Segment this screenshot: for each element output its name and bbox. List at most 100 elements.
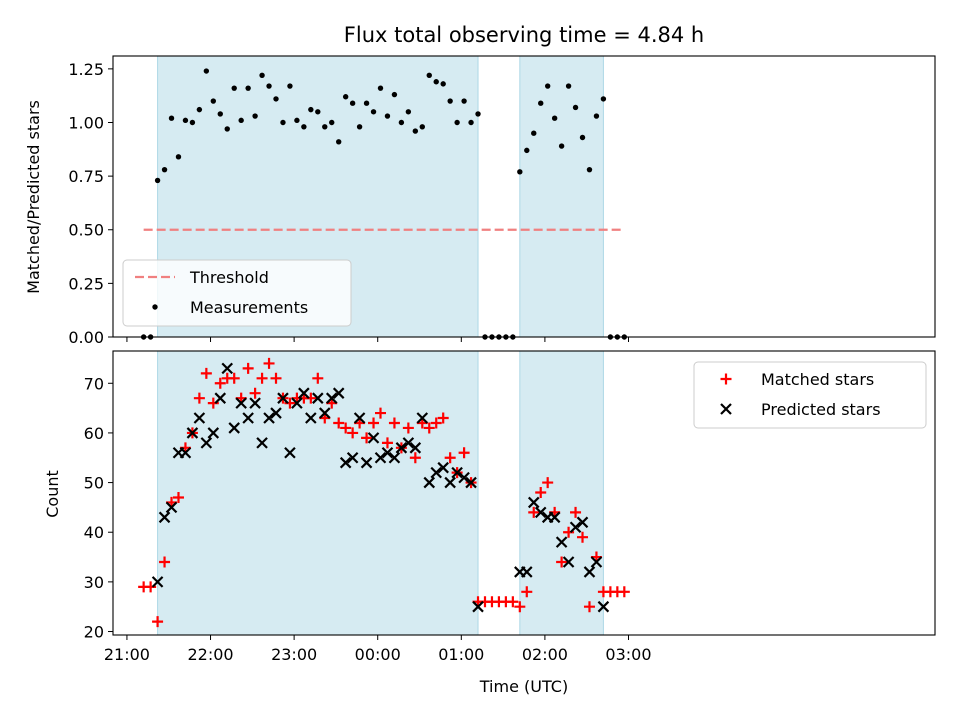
y-tick-label: 1.25 bbox=[68, 60, 104, 79]
x-tick-label: 03:00 bbox=[605, 645, 651, 664]
measurement-point bbox=[370, 109, 377, 115]
predicted-star-point bbox=[388, 451, 401, 464]
shaded-interval bbox=[519, 350, 604, 636]
measurement-point bbox=[273, 96, 279, 102]
y-tick-label: 0.50 bbox=[68, 221, 104, 240]
measurement-point bbox=[461, 98, 467, 104]
matched-star-point bbox=[312, 372, 324, 384]
predicted-star-point bbox=[562, 556, 575, 568]
y-tick-label: 0.00 bbox=[68, 328, 104, 347]
matched-star-point bbox=[388, 417, 400, 429]
measurement-point bbox=[377, 85, 384, 91]
measurement-point bbox=[224, 126, 230, 132]
measurement-point bbox=[161, 166, 168, 173]
predicted-star-point bbox=[263, 412, 275, 424]
predicted-star-point bbox=[472, 600, 484, 613]
legend-box bbox=[693, 361, 927, 429]
plot-frame bbox=[112, 55, 936, 338]
legend-box bbox=[122, 259, 352, 327]
matched-star-point bbox=[159, 556, 171, 568]
measurement-point bbox=[336, 139, 342, 145]
measurement-point bbox=[517, 169, 523, 175]
measurement-point bbox=[538, 100, 544, 106]
predicted-star-point bbox=[555, 536, 568, 548]
predicted-star-point bbox=[325, 392, 338, 404]
matched-star-point bbox=[535, 487, 547, 499]
measurement-point bbox=[287, 83, 293, 89]
measurement-point bbox=[433, 79, 439, 85]
predicted-star-point bbox=[590, 556, 603, 568]
predicted-star-point bbox=[583, 566, 596, 578]
matched-star-point bbox=[263, 357, 275, 369]
measurement-point bbox=[558, 143, 565, 149]
matched-star-point bbox=[563, 526, 575, 538]
y-tick-label: 50 bbox=[84, 474, 104, 493]
measurement-point bbox=[579, 134, 586, 141]
measurement-point bbox=[196, 106, 203, 113]
predicted-star-point bbox=[165, 501, 178, 514]
predicted-star-point bbox=[597, 600, 610, 613]
matched-star-point bbox=[444, 452, 456, 464]
predicted-star-point bbox=[214, 392, 227, 404]
matched-star-point bbox=[361, 432, 373, 444]
measurement-point bbox=[189, 119, 196, 126]
predicted-star-point bbox=[193, 412, 206, 424]
measurement-point bbox=[419, 124, 425, 130]
top-y-axis-label: Matched/Predicted stars bbox=[24, 100, 43, 294]
matched-star-point bbox=[333, 417, 345, 429]
measurement-point bbox=[405, 109, 412, 115]
measurement-point bbox=[565, 83, 572, 89]
matched-star-point bbox=[193, 392, 205, 404]
matched-star-point bbox=[340, 422, 352, 434]
legend-x-swatch bbox=[720, 403, 732, 415]
predicted-star-point bbox=[527, 496, 540, 509]
measurement-point bbox=[203, 68, 210, 74]
measurement-point bbox=[238, 117, 244, 124]
measurement-point bbox=[154, 177, 161, 184]
measurement-point bbox=[593, 113, 600, 119]
measurement-point bbox=[322, 124, 328, 130]
measurement-point bbox=[440, 81, 446, 87]
matched-star-point bbox=[249, 387, 261, 399]
predicted-star-point bbox=[458, 471, 470, 484]
x-tick-label: 22:00 bbox=[187, 645, 233, 664]
matched-star-point bbox=[381, 437, 393, 449]
measurement-point bbox=[168, 115, 175, 121]
matched-star-point bbox=[423, 422, 435, 434]
measurement-point bbox=[531, 130, 537, 136]
measurement-point bbox=[391, 91, 398, 98]
y-tick-label: 30 bbox=[84, 573, 104, 592]
matched-star-point bbox=[305, 392, 317, 404]
matched-star-point bbox=[402, 422, 414, 434]
predicted-star-point bbox=[298, 387, 310, 399]
measurement-point bbox=[266, 83, 272, 89]
matched-star-point bbox=[145, 581, 157, 593]
predicted-star-point bbox=[151, 576, 164, 588]
measurement-point bbox=[294, 117, 300, 124]
x-tick-label: 23:00 bbox=[271, 645, 317, 664]
measurement-point bbox=[349, 100, 356, 106]
predicted-star-point bbox=[256, 437, 268, 449]
legend-label: Measurements bbox=[190, 298, 308, 317]
matched-star-point bbox=[618, 586, 630, 598]
measurement-point bbox=[301, 124, 307, 130]
predicted-star-point bbox=[305, 412, 317, 424]
predicted-star-point bbox=[430, 466, 443, 479]
matched-star-point bbox=[542, 477, 554, 489]
measurement-point bbox=[447, 98, 453, 104]
measurement-point bbox=[231, 85, 237, 91]
legend-label: Threshold bbox=[189, 268, 269, 287]
measurement-point bbox=[551, 115, 558, 121]
legend: Matched stars Predicted stars bbox=[693, 361, 927, 429]
predicted-star-point bbox=[346, 451, 359, 464]
measurement-point bbox=[572, 104, 579, 111]
measurement-point bbox=[175, 154, 182, 160]
legend-plus-swatch bbox=[720, 373, 732, 385]
measurement-point bbox=[356, 124, 363, 130]
predicted-star-point bbox=[158, 511, 171, 524]
predicted-star-point bbox=[395, 442, 408, 454]
matched-star-point bbox=[437, 412, 449, 424]
predicted-star-point bbox=[451, 466, 463, 479]
predicted-star-point bbox=[444, 476, 456, 489]
